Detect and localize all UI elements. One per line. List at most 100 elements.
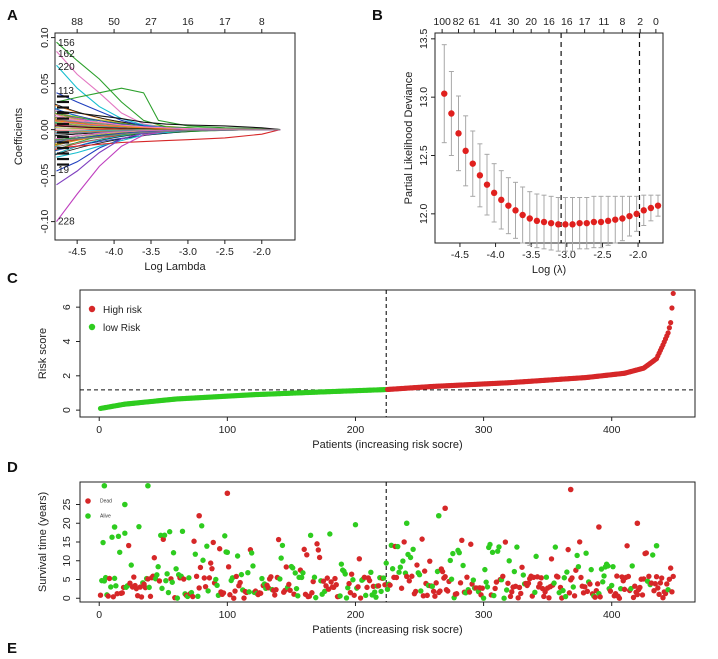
panel-d-point <box>301 546 307 553</box>
panel-b-xtick-label: -2.5 <box>593 249 611 261</box>
panel-d-point <box>174 595 181 601</box>
panel-d-point <box>347 589 354 596</box>
panel-d-point <box>605 563 611 569</box>
panel-d-point <box>460 562 466 569</box>
panel-d-point <box>384 586 391 593</box>
panel-d-point <box>337 593 343 599</box>
panel-d-point <box>656 591 662 598</box>
panel-d-point <box>621 586 628 593</box>
panel-c-point <box>666 325 672 331</box>
panel-b-point <box>576 219 583 227</box>
panel-d-xtick-label: 400 <box>603 609 621 621</box>
panel-a-xtick-label: -3.0 <box>179 246 197 258</box>
panel-d-legend-label: Alive <box>100 514 111 520</box>
panel-letter-d: D <box>7 459 18 476</box>
panel-d-point <box>204 543 210 549</box>
panel-b-toptick-label: 8 <box>619 16 625 28</box>
panel-b-point <box>462 147 469 155</box>
panel-d-point <box>147 593 154 600</box>
panel-c-xtick-label: 100 <box>219 424 237 436</box>
panel-b-point <box>640 207 647 214</box>
panel-letter-b: B <box>372 7 383 24</box>
panel-d-point <box>190 593 196 600</box>
panel-d-point <box>400 558 406 564</box>
panel-d-point <box>389 566 396 572</box>
panel-letter-e: E <box>7 640 17 657</box>
panel-d-xlabel: Patients (increasing risk socre) <box>312 624 462 636</box>
panel-b-toptick-label: 41 <box>490 16 502 28</box>
panel-b-point <box>483 181 491 188</box>
panel-d-point <box>412 588 419 595</box>
panel-d-point <box>324 575 330 581</box>
panel-b-toptick-label: 17 <box>579 16 591 28</box>
panel-a-ytick-label: 0.00 <box>39 119 51 140</box>
panel-a-frame <box>54 32 296 241</box>
panel-a-path-label: 162 <box>58 49 75 60</box>
panel-a-coefficient-paths: -4.5 -4.0 -3.5 -3.0 -2.5 -2.0 88 50 27 16 17 8 -0.10… <box>13 16 296 273</box>
panel-d-highlight-point <box>567 486 574 493</box>
panel-d-point <box>259 575 265 582</box>
panel-d-point <box>409 573 415 579</box>
panel-d-point <box>338 561 345 567</box>
panel-d-point <box>238 571 245 578</box>
panel-b-toptick-label: 16 <box>561 16 573 28</box>
panel-d-point <box>548 556 555 562</box>
panel-d-point <box>131 574 137 580</box>
panel-a-path-label: 19 <box>58 165 70 176</box>
panel-d-point <box>371 589 378 595</box>
panel-d-point <box>380 575 387 581</box>
panel-d-point <box>165 589 172 596</box>
panel-d-point <box>113 583 119 589</box>
panel-d-point <box>562 593 569 600</box>
panel-a-ytick-label: -0.10 <box>39 209 51 233</box>
panel-d-point <box>209 565 215 572</box>
panel-a-series-line <box>56 51 281 131</box>
panel-b-xtick-label: -3.0 <box>558 249 576 261</box>
panel-d-point <box>233 573 240 580</box>
panel-d-ytick-label: 15 <box>61 536 73 548</box>
panel-d-point <box>225 564 232 570</box>
panel-d-point <box>345 585 351 591</box>
panel-d-point <box>614 573 620 579</box>
panel-d-highlight-point <box>145 482 151 489</box>
panel-d-point <box>227 592 233 598</box>
panel-d-point <box>560 587 566 594</box>
panel-d-point <box>616 595 623 601</box>
panel-b-xtick-label: -3.5 <box>522 249 540 261</box>
panel-d-highlight-point <box>111 524 118 530</box>
panel-d-point <box>246 589 252 595</box>
panel-d-point <box>304 552 310 558</box>
panel-d-legend-marker <box>85 498 91 504</box>
panel-b-point <box>498 196 505 204</box>
panel-d-highlight-point <box>596 524 602 530</box>
panel-letter-a: A <box>7 7 18 24</box>
panel-d-highlight-point <box>224 490 231 497</box>
panel-d-point <box>363 592 369 599</box>
panel-d-point <box>111 575 118 582</box>
panel-d-point <box>343 595 350 601</box>
panel-d-ytick-label: 5 <box>61 576 73 582</box>
panel-d-point <box>327 531 333 537</box>
panel-d-point <box>600 579 606 585</box>
panel-d-point <box>576 539 583 545</box>
panel-d-point <box>234 553 241 559</box>
panel-d-point <box>275 536 282 543</box>
panel-d-point <box>370 583 377 589</box>
panel-d-point <box>459 537 465 543</box>
panel-b-point <box>555 221 562 228</box>
panel-d-point <box>310 578 316 585</box>
panel-d-xtick-label: 200 <box>347 609 365 621</box>
panel-d-point <box>213 576 219 583</box>
panel-d-point <box>507 593 514 600</box>
panel-d-point <box>667 565 674 571</box>
panel-d-point <box>421 568 428 574</box>
panel-d-point <box>320 578 327 584</box>
panel-d-point <box>542 589 548 595</box>
panel-d-point <box>514 544 520 550</box>
panel-b-point <box>604 217 612 225</box>
panel-d-point <box>245 570 251 576</box>
panel-d-point <box>146 584 152 591</box>
panel-a-toptick-label: 8 <box>259 16 265 28</box>
panel-d-point <box>437 588 443 594</box>
